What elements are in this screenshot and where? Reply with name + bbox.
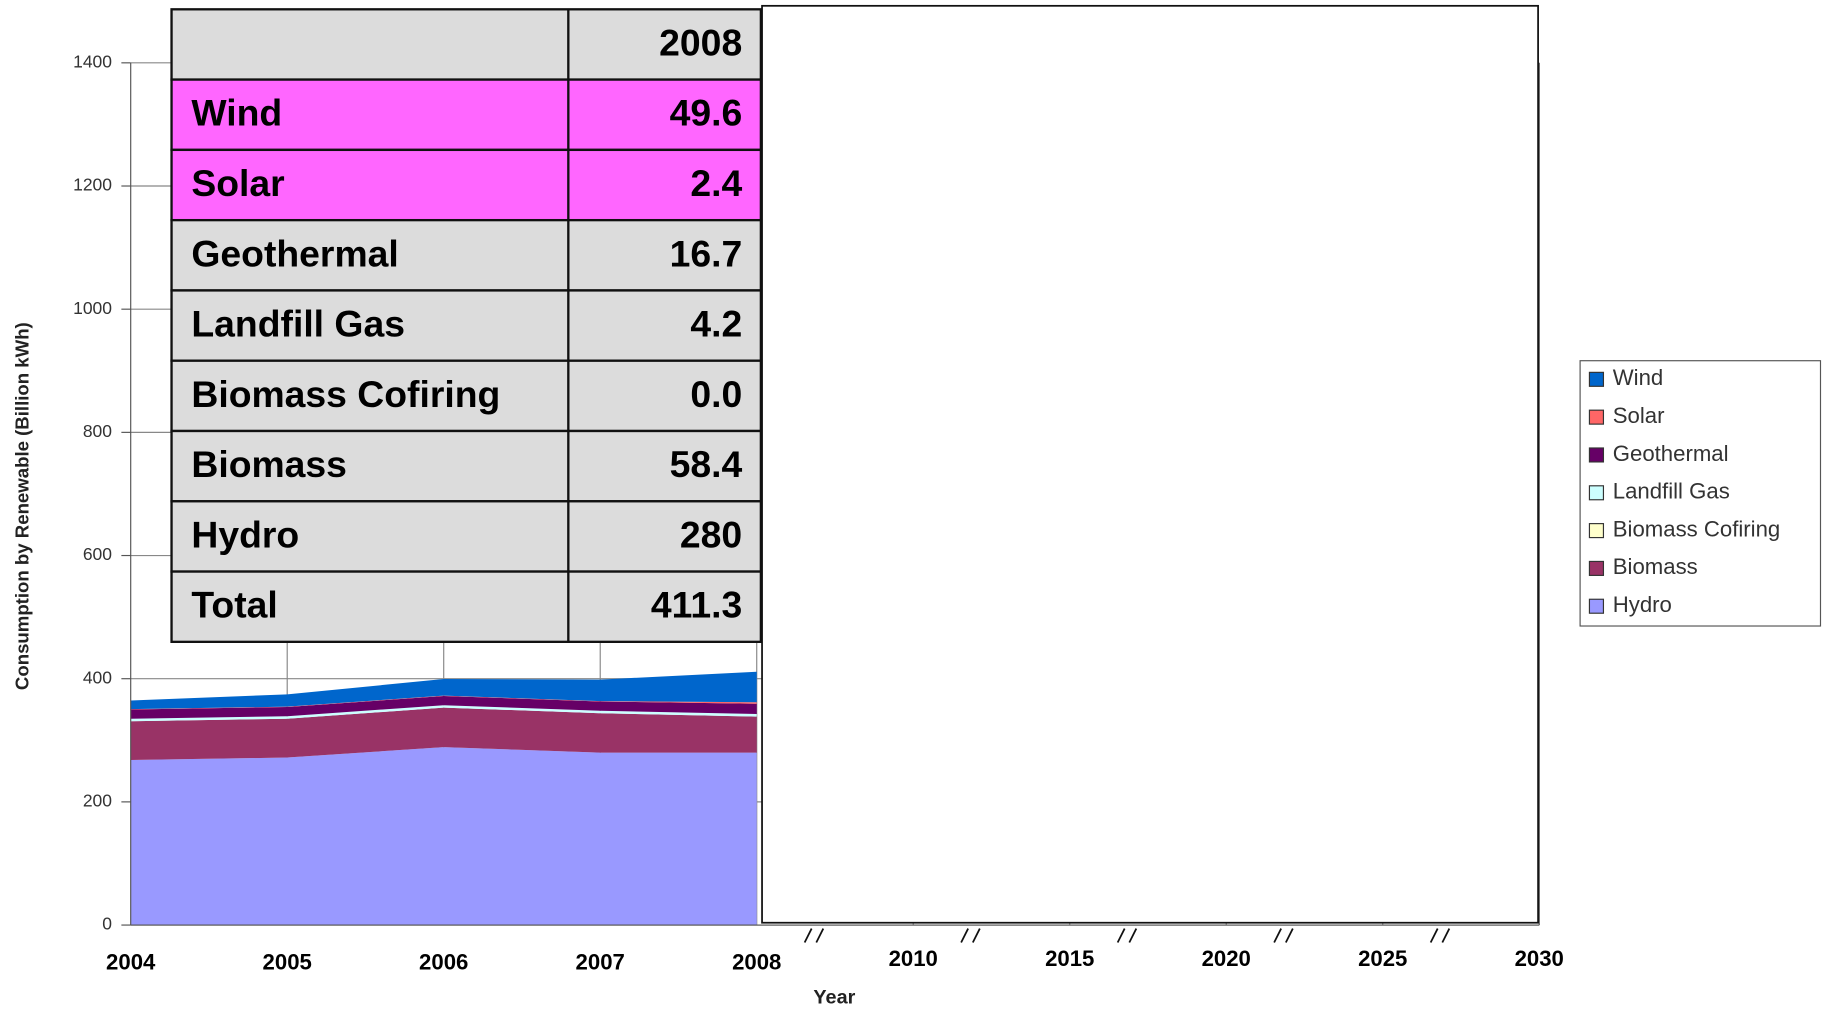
legend-swatch	[1588, 371, 1605, 387]
table-label: Geothermal	[191, 232, 398, 274]
legend-swatch	[1588, 409, 1605, 425]
table-label: Biomass Cofiring	[191, 373, 500, 415]
legend-swatch	[1588, 560, 1605, 576]
table-cell	[170, 78, 763, 152]
y-tick-label: 600	[83, 544, 112, 564]
table-cell	[170, 8, 763, 81]
legend-label: Biomass	[1613, 554, 1698, 579]
legend-swatch	[1588, 485, 1605, 501]
x-tick-label: 2007	[576, 949, 625, 974]
table-value: 0.0	[690, 373, 742, 415]
legend-label: Hydro	[1613, 592, 1672, 617]
x-tick-label: 2010	[889, 946, 938, 971]
x-tick-label: 2008	[732, 949, 781, 974]
legend-swatch	[1588, 447, 1605, 463]
table-cell	[170, 148, 763, 222]
table-cell	[170, 570, 763, 644]
legend-label: Solar	[1613, 403, 1665, 428]
table-value: 4.2	[690, 303, 742, 345]
x-tick-label: 2025	[1358, 946, 1407, 971]
table-label: Landfill Gas	[191, 303, 405, 345]
area	[130, 695, 757, 719]
table-label: Wind	[191, 92, 282, 134]
x-axis-label: Year	[813, 987, 855, 1009]
cover-box	[761, 4, 1539, 924]
table-value: 49.6	[670, 92, 743, 134]
legend-label: Geothermal	[1613, 441, 1729, 466]
table-label: Solar	[191, 162, 284, 204]
axis-break	[1116, 928, 1138, 943]
table-value: 16.7	[670, 232, 743, 274]
y-tick-label: 200	[83, 791, 112, 811]
table-value: 2.4	[690, 162, 742, 204]
legend-box	[1579, 360, 1822, 627]
legend-swatch	[1588, 523, 1605, 539]
table-label: Hydro	[191, 513, 299, 555]
table-value: 411.3	[651, 584, 742, 626]
legend-swatch	[1588, 598, 1605, 614]
table-label: Total	[191, 584, 277, 626]
y-tick-label: 400	[83, 667, 112, 687]
y-tick-label: 1400	[73, 51, 112, 71]
legend-label: Wind	[1613, 365, 1663, 390]
y-tick-label: 1000	[73, 298, 112, 318]
area	[130, 707, 757, 761]
legend-label: Landfill Gas	[1613, 479, 1730, 504]
table-value: 58.4	[670, 443, 743, 485]
table-cell	[170, 359, 763, 433]
area	[130, 747, 757, 926]
table-cell	[170, 500, 763, 573]
x-tick-label: 2015	[1045, 946, 1094, 971]
y-tick-label: 1200	[73, 175, 112, 195]
table-cell	[170, 289, 763, 362]
area	[130, 705, 757, 722]
x-tick-label: 2020	[1202, 946, 1251, 971]
axis-break	[803, 928, 825, 943]
y-tick-label: 800	[83, 421, 112, 441]
legend-label: Biomass Cofiring	[1613, 516, 1780, 541]
y-tick-label: 0	[102, 914, 112, 934]
area	[130, 671, 757, 710]
axis-break	[960, 928, 981, 943]
table-label: Biomass	[191, 443, 347, 485]
axis-break	[1429, 928, 1451, 943]
x-tick-label: 2004	[106, 949, 156, 974]
table-header: 2008	[659, 21, 742, 63]
axis-break	[1273, 928, 1294, 943]
table-value: 280	[680, 513, 742, 555]
y-axis-label: Consumption by Renewable (Billion kWh)	[11, 322, 32, 690]
table-cell	[170, 429, 763, 503]
table-cell	[170, 218, 763, 292]
x-tick-label: 2006	[419, 949, 468, 974]
x-tick-label: 2030	[1515, 946, 1564, 971]
x-tick-label: 2005	[263, 949, 312, 974]
